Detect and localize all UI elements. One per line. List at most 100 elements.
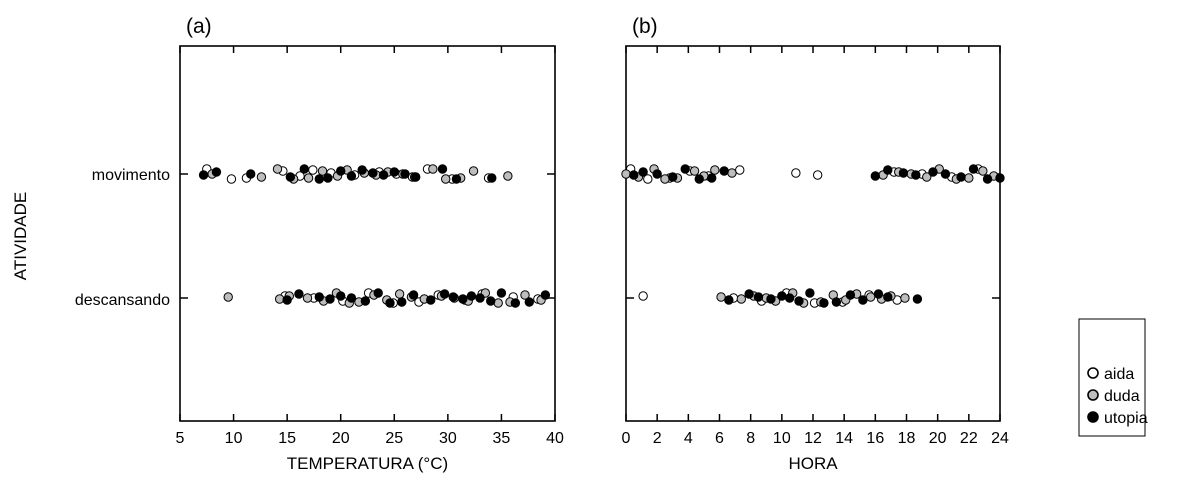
point-utopia-descansando bbox=[873, 289, 884, 299]
point-utopia-descansando bbox=[448, 292, 458, 302]
series-utopia bbox=[629, 164, 1005, 308]
point-utopia-movimento bbox=[680, 164, 690, 174]
point-utopia-descansando bbox=[753, 292, 764, 302]
point-utopia-descansando bbox=[426, 295, 436, 305]
point-utopia-descansando bbox=[912, 294, 923, 304]
point-utopia-descansando bbox=[540, 290, 551, 300]
point-utopia-descansando bbox=[831, 297, 842, 307]
point-utopia-movimento bbox=[898, 168, 909, 178]
legend: aida duda utopia bbox=[1078, 318, 1148, 437]
point-utopia-descansando bbox=[744, 289, 754, 299]
point-utopia-movimento bbox=[285, 172, 296, 182]
point-duda-movimento bbox=[978, 166, 988, 176]
x-tick-label: 20 bbox=[332, 430, 350, 447]
series-duda bbox=[621, 164, 999, 308]
point-utopia-descansando bbox=[724, 295, 734, 305]
point-utopia-movimento bbox=[378, 170, 389, 180]
point-utopia-descansando bbox=[858, 295, 868, 305]
point-aida-descansando bbox=[638, 291, 648, 301]
point-utopia-movimento bbox=[357, 165, 367, 175]
point-utopia-movimento bbox=[870, 171, 881, 181]
point-utopia-movimento bbox=[928, 167, 938, 177]
point-utopia-movimento bbox=[314, 174, 324, 184]
point-duda-descansando bbox=[394, 289, 405, 299]
point-duda-descansando bbox=[716, 292, 726, 302]
point-utopia-descansando bbox=[784, 293, 795, 303]
x-tick-label: 14 bbox=[835, 430, 853, 447]
point-duda-descansando bbox=[302, 293, 313, 303]
point-duda-movimento bbox=[689, 166, 700, 176]
point-utopia-descansando bbox=[486, 296, 496, 306]
category-label-movimento: movimento bbox=[92, 167, 170, 184]
series-aida bbox=[625, 164, 983, 308]
point-utopia-movimento bbox=[982, 174, 993, 184]
point-aida-movimento bbox=[812, 170, 823, 180]
x-tick-label: 10 bbox=[225, 430, 243, 447]
category-label-descansando: descansando bbox=[75, 292, 170, 309]
point-utopia-descansando bbox=[466, 291, 477, 301]
point-utopia-descansando bbox=[360, 296, 371, 306]
x-tick-label: 6 bbox=[715, 430, 724, 447]
point-duda-descansando bbox=[865, 292, 876, 302]
series-aida bbox=[202, 164, 543, 308]
x-tick-label: 25 bbox=[385, 430, 403, 447]
point-utopia-descansando bbox=[336, 291, 346, 301]
point-duda-movimento bbox=[922, 172, 932, 182]
legend-label-aida: aida bbox=[1104, 366, 1134, 383]
point-utopia-descansando bbox=[524, 297, 534, 307]
legend-label-utopia: utopia bbox=[1104, 410, 1148, 427]
point-utopia-descansando bbox=[845, 290, 856, 300]
point-utopia-movimento bbox=[437, 164, 448, 174]
legend-box bbox=[1078, 318, 1146, 437]
point-duda-movimento bbox=[441, 174, 451, 184]
point-utopia-movimento bbox=[652, 169, 662, 179]
point-utopia-movimento bbox=[451, 174, 462, 184]
point-aida-movimento bbox=[735, 165, 745, 175]
x-tick-label: 30 bbox=[439, 430, 457, 447]
series-utopia bbox=[198, 164, 551, 308]
panel-label: (a) bbox=[186, 15, 212, 38]
x-tick-label: 2 bbox=[653, 430, 662, 447]
point-utopia-movimento bbox=[246, 169, 256, 179]
point-utopia-movimento bbox=[956, 172, 966, 182]
point-utopia-descansando bbox=[294, 289, 304, 299]
legend-label-duda: duda bbox=[1104, 388, 1140, 405]
point-utopia-movimento bbox=[638, 167, 648, 177]
point-utopia-descansando bbox=[325, 294, 335, 304]
point-duda-movimento bbox=[256, 172, 267, 182]
x-axis-title: TEMPERATURA (°C) bbox=[287, 454, 448, 473]
x-tick-label: 10 bbox=[773, 430, 791, 447]
point-duda-movimento bbox=[710, 165, 720, 175]
panel-label: (b) bbox=[632, 15, 658, 38]
x-tick-label: 4 bbox=[684, 430, 693, 447]
point-utopia-movimento bbox=[346, 171, 357, 181]
point-utopia-descansando bbox=[397, 297, 407, 307]
point-utopia-movimento bbox=[411, 172, 421, 182]
point-utopia-descansando bbox=[373, 288, 383, 298]
point-utopia-movimento bbox=[198, 170, 209, 180]
point-utopia-movimento bbox=[707, 173, 717, 183]
point-duda-movimento bbox=[317, 166, 328, 176]
point-utopia-movimento bbox=[400, 169, 410, 179]
point-utopia-descansando bbox=[777, 291, 787, 301]
point-aida-movimento bbox=[226, 174, 237, 184]
legend-marker-utopia bbox=[1087, 411, 1099, 423]
point-utopia-descansando bbox=[385, 298, 395, 308]
point-utopia-descansando bbox=[346, 293, 357, 303]
point-utopia-descansando bbox=[883, 292, 893, 302]
point-utopia-descansando bbox=[794, 296, 804, 306]
point-utopia-descansando bbox=[314, 292, 324, 302]
point-utopia-movimento bbox=[389, 167, 399, 177]
panel-a: (a) 5 10 15 20 25 30 35 40 TEMPERATURA (°C) bbox=[176, 15, 564, 473]
point-utopia-movimento bbox=[995, 173, 1005, 183]
point-duda-descansando bbox=[520, 290, 530, 300]
x-tick-label: 24 bbox=[991, 430, 1009, 447]
point-utopia-movimento bbox=[911, 170, 921, 180]
point-duda-movimento bbox=[503, 171, 513, 181]
point-utopia-movimento bbox=[336, 166, 346, 176]
point-utopia-descansando bbox=[408, 290, 419, 300]
point-utopia-descansando bbox=[282, 295, 292, 305]
point-utopia-movimento bbox=[694, 174, 704, 184]
point-duda-movimento bbox=[727, 168, 737, 178]
